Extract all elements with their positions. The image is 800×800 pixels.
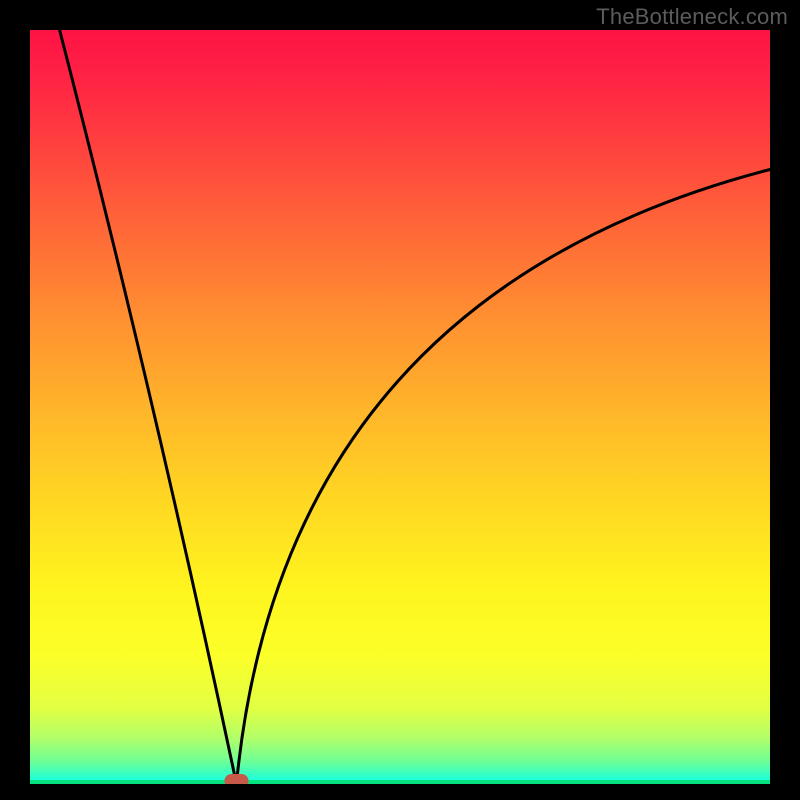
frame-right xyxy=(770,0,800,800)
frame-bottom xyxy=(0,784,800,800)
bottom-green-band xyxy=(30,780,770,784)
chart-container: TheBottleneck.com xyxy=(0,0,800,800)
watermark-text: TheBottleneck.com xyxy=(596,4,788,30)
bottleneck-chart xyxy=(0,0,800,800)
plot-background xyxy=(30,30,770,784)
frame-left xyxy=(0,0,30,800)
